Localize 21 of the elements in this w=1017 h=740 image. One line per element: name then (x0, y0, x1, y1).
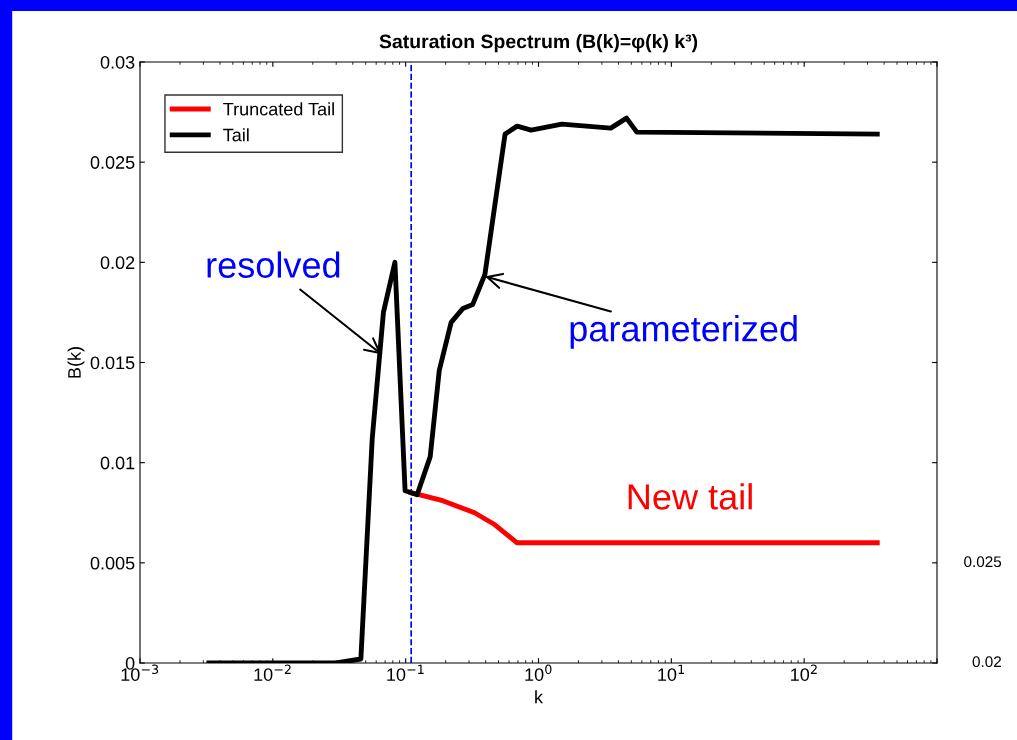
chart-title: Saturation Spectrum (B(k)=φ(k) k³) (379, 34, 698, 53)
x-tick-label: 10$^{1}$ (658, 664, 685, 681)
y-tick-label: 0.03 (100, 55, 135, 69)
x-tick-label: 10$^{0}$ (525, 664, 552, 681)
text: 0.025 (964, 556, 1002, 568)
x-tick-label: 10$^{2}$ (791, 664, 817, 681)
y-tick-label: 0.025 (90, 156, 135, 169)
legend-label: Truncated Tail (223, 102, 334, 116)
y-tick-label: 0.01 (100, 456, 135, 470)
x-tick-label: 10$^{−1}$ (387, 664, 424, 681)
y-tick-label: 0.015 (90, 356, 135, 370)
legend-label: Tail (223, 128, 249, 142)
y-tick-label: 0.005 (90, 556, 135, 570)
annotation: New tail (628, 483, 752, 510)
annotation: resolved (207, 251, 340, 278)
y-axis-title: B(k) (67, 347, 85, 378)
annotation: parameterized (570, 315, 797, 349)
x-axis-title: k (535, 690, 544, 704)
y-tick-label: 0.02 (100, 256, 135, 270)
x-tick-label: 10$^{−2}$ (254, 664, 291, 681)
text: 0.02 (972, 656, 1001, 668)
